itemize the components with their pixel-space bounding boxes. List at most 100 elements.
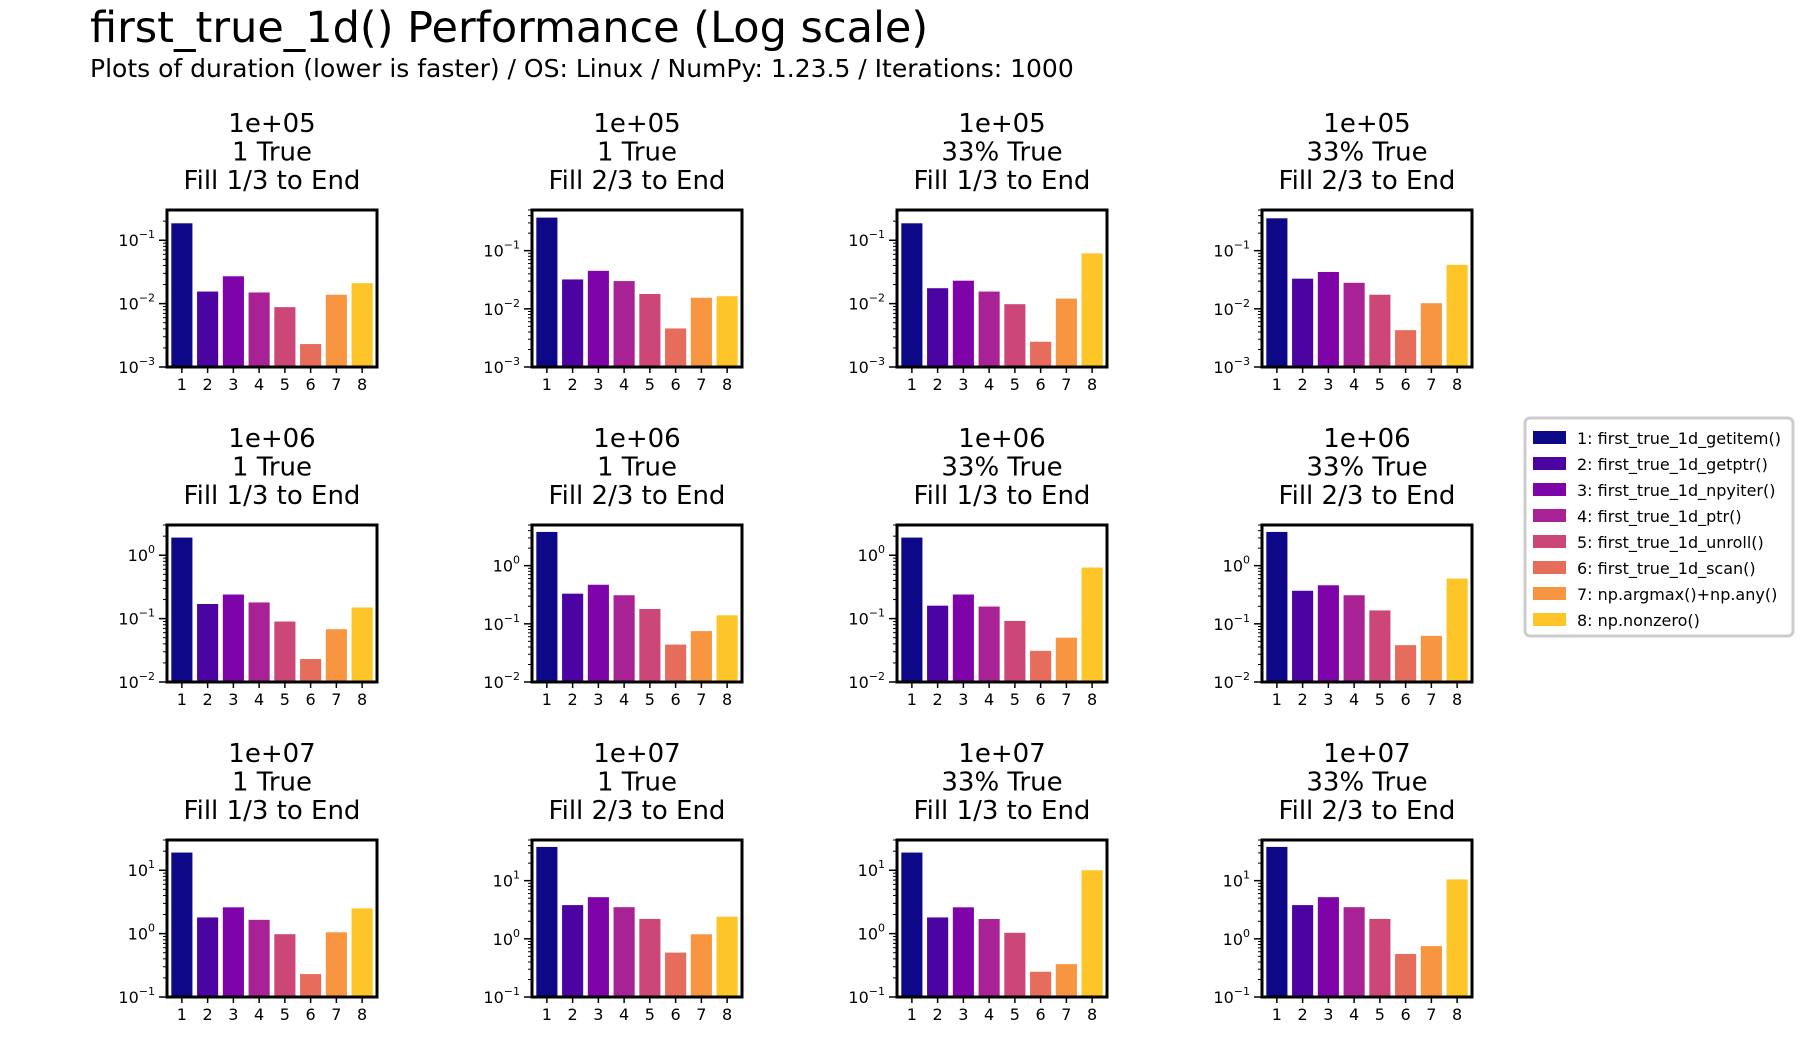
x-tick-label: 7: [1426, 1005, 1436, 1024]
bar-6: [1030, 650, 1052, 682]
y-tick-label: 100: [1223, 554, 1250, 576]
bar-5: [1004, 304, 1026, 367]
x-tick-label: 7: [696, 1005, 706, 1024]
bar-2: [562, 593, 584, 682]
x-tick-label: 5: [1010, 375, 1020, 394]
bar-7: [325, 932, 347, 997]
panel-title-line: 1e+07: [958, 739, 1045, 769]
plot-frame: [165, 208, 379, 369]
x-tick-label: 3: [228, 375, 238, 394]
legend-swatch: [1533, 561, 1566, 574]
bar-1: [171, 223, 193, 367]
panel-title-line: 33% True: [941, 453, 1062, 483]
plot-frame: [530, 208, 744, 369]
legend-entry: 1: first_true_1d_getitem(): [1577, 429, 1781, 449]
x-tick-label: 7: [1426, 375, 1436, 394]
legend-swatch: [1533, 535, 1566, 548]
bar-3: [587, 897, 609, 997]
y-tick-label: 100: [858, 922, 885, 944]
x-tick-label: 8: [357, 375, 367, 394]
bar-7: [325, 294, 347, 367]
legend-frame: [1523, 416, 1795, 638]
bar-6: [665, 952, 687, 997]
bar-6: [1395, 645, 1417, 682]
x-tick-label: 7: [696, 375, 706, 394]
x-tick-label: 2: [568, 1005, 578, 1024]
x-tick-label: 4: [1349, 690, 1359, 709]
bar-4: [978, 606, 1000, 682]
x-tick-label: 6: [306, 690, 316, 709]
x-tick-label: 7: [696, 690, 706, 709]
x-tick-label: 7: [1061, 1005, 1071, 1024]
panel-title-line: 1e+07: [228, 739, 315, 769]
bar-3: [587, 270, 609, 367]
y-tick-label: 10−1: [118, 228, 155, 250]
bar-2: [562, 905, 584, 997]
bar-5: [639, 918, 661, 997]
bar-1: [536, 531, 558, 682]
bar-1: [1266, 218, 1288, 367]
legend-entry: 4: first_true_1d_ptr(): [1577, 507, 1742, 527]
x-tick-label: 4: [254, 1005, 264, 1024]
bar-2: [927, 605, 949, 682]
bar-1: [536, 217, 558, 367]
y-tick-label: 10−1: [848, 607, 885, 629]
panel-title-line: 33% True: [941, 138, 1062, 168]
bar-4: [1343, 282, 1365, 367]
y-tick-label: 10−1: [1213, 239, 1250, 261]
x-tick-label: 4: [1349, 375, 1359, 394]
x-tick-label: 1: [907, 375, 917, 394]
x-tick-label: 7: [1061, 690, 1071, 709]
y-tick-label: 100: [128, 922, 155, 944]
bar-1: [901, 223, 923, 367]
x-tick-label: 8: [722, 1005, 732, 1024]
legend-swatch: [1533, 483, 1566, 496]
legend-entry: 2: first_true_1d_getptr(): [1577, 455, 1768, 475]
bar-7: [325, 629, 347, 682]
x-tick-label: 3: [958, 1005, 968, 1024]
bar-2: [197, 604, 219, 682]
x-tick-label: 1: [177, 375, 187, 394]
x-tick-label: 5: [1010, 1005, 1020, 1024]
y-tick-label: 10−1: [483, 612, 520, 634]
x-tick-label: 4: [984, 375, 994, 394]
x-tick-label: 6: [1036, 1005, 1046, 1024]
y-tick-label: 100: [493, 927, 520, 949]
panel-title-line: Fill 2/3 to End: [549, 166, 726, 196]
bar-8: [1446, 578, 1468, 682]
bar-2: [1292, 905, 1314, 997]
bar-8: [1081, 253, 1103, 367]
x-tick-label: 4: [1349, 1005, 1359, 1024]
y-tick-label: 100: [1223, 927, 1250, 949]
bar-4: [613, 907, 635, 997]
x-tick-label: 4: [619, 690, 629, 709]
bar-8: [716, 615, 738, 682]
y-tick-label: 100: [493, 554, 520, 576]
x-tick-label: 3: [593, 1005, 603, 1024]
panel-title-line: 1e+06: [958, 424, 1045, 454]
panel-title-line: 1 True: [232, 768, 312, 798]
plot-frame: [165, 523, 379, 684]
plot-frame: [895, 208, 1109, 369]
x-tick-label: 5: [280, 1005, 290, 1024]
x-tick-label: 2: [203, 690, 213, 709]
x-tick-label: 2: [1298, 1005, 1308, 1024]
x-tick-label: 4: [984, 690, 994, 709]
plot-frame: [165, 838, 379, 999]
panel-title-line: Fill 1/3 to End: [914, 166, 1091, 196]
legend-entry: 5: first_true_1d_unroll(): [1577, 533, 1764, 553]
x-tick-label: 3: [958, 690, 968, 709]
bar-5: [639, 608, 661, 682]
x-tick-label: 4: [254, 690, 264, 709]
bar-2: [197, 917, 219, 997]
x-tick-label: 4: [619, 375, 629, 394]
bar-4: [978, 919, 1000, 997]
x-tick-label: 7: [331, 375, 341, 394]
x-tick-label: 8: [1087, 690, 1097, 709]
